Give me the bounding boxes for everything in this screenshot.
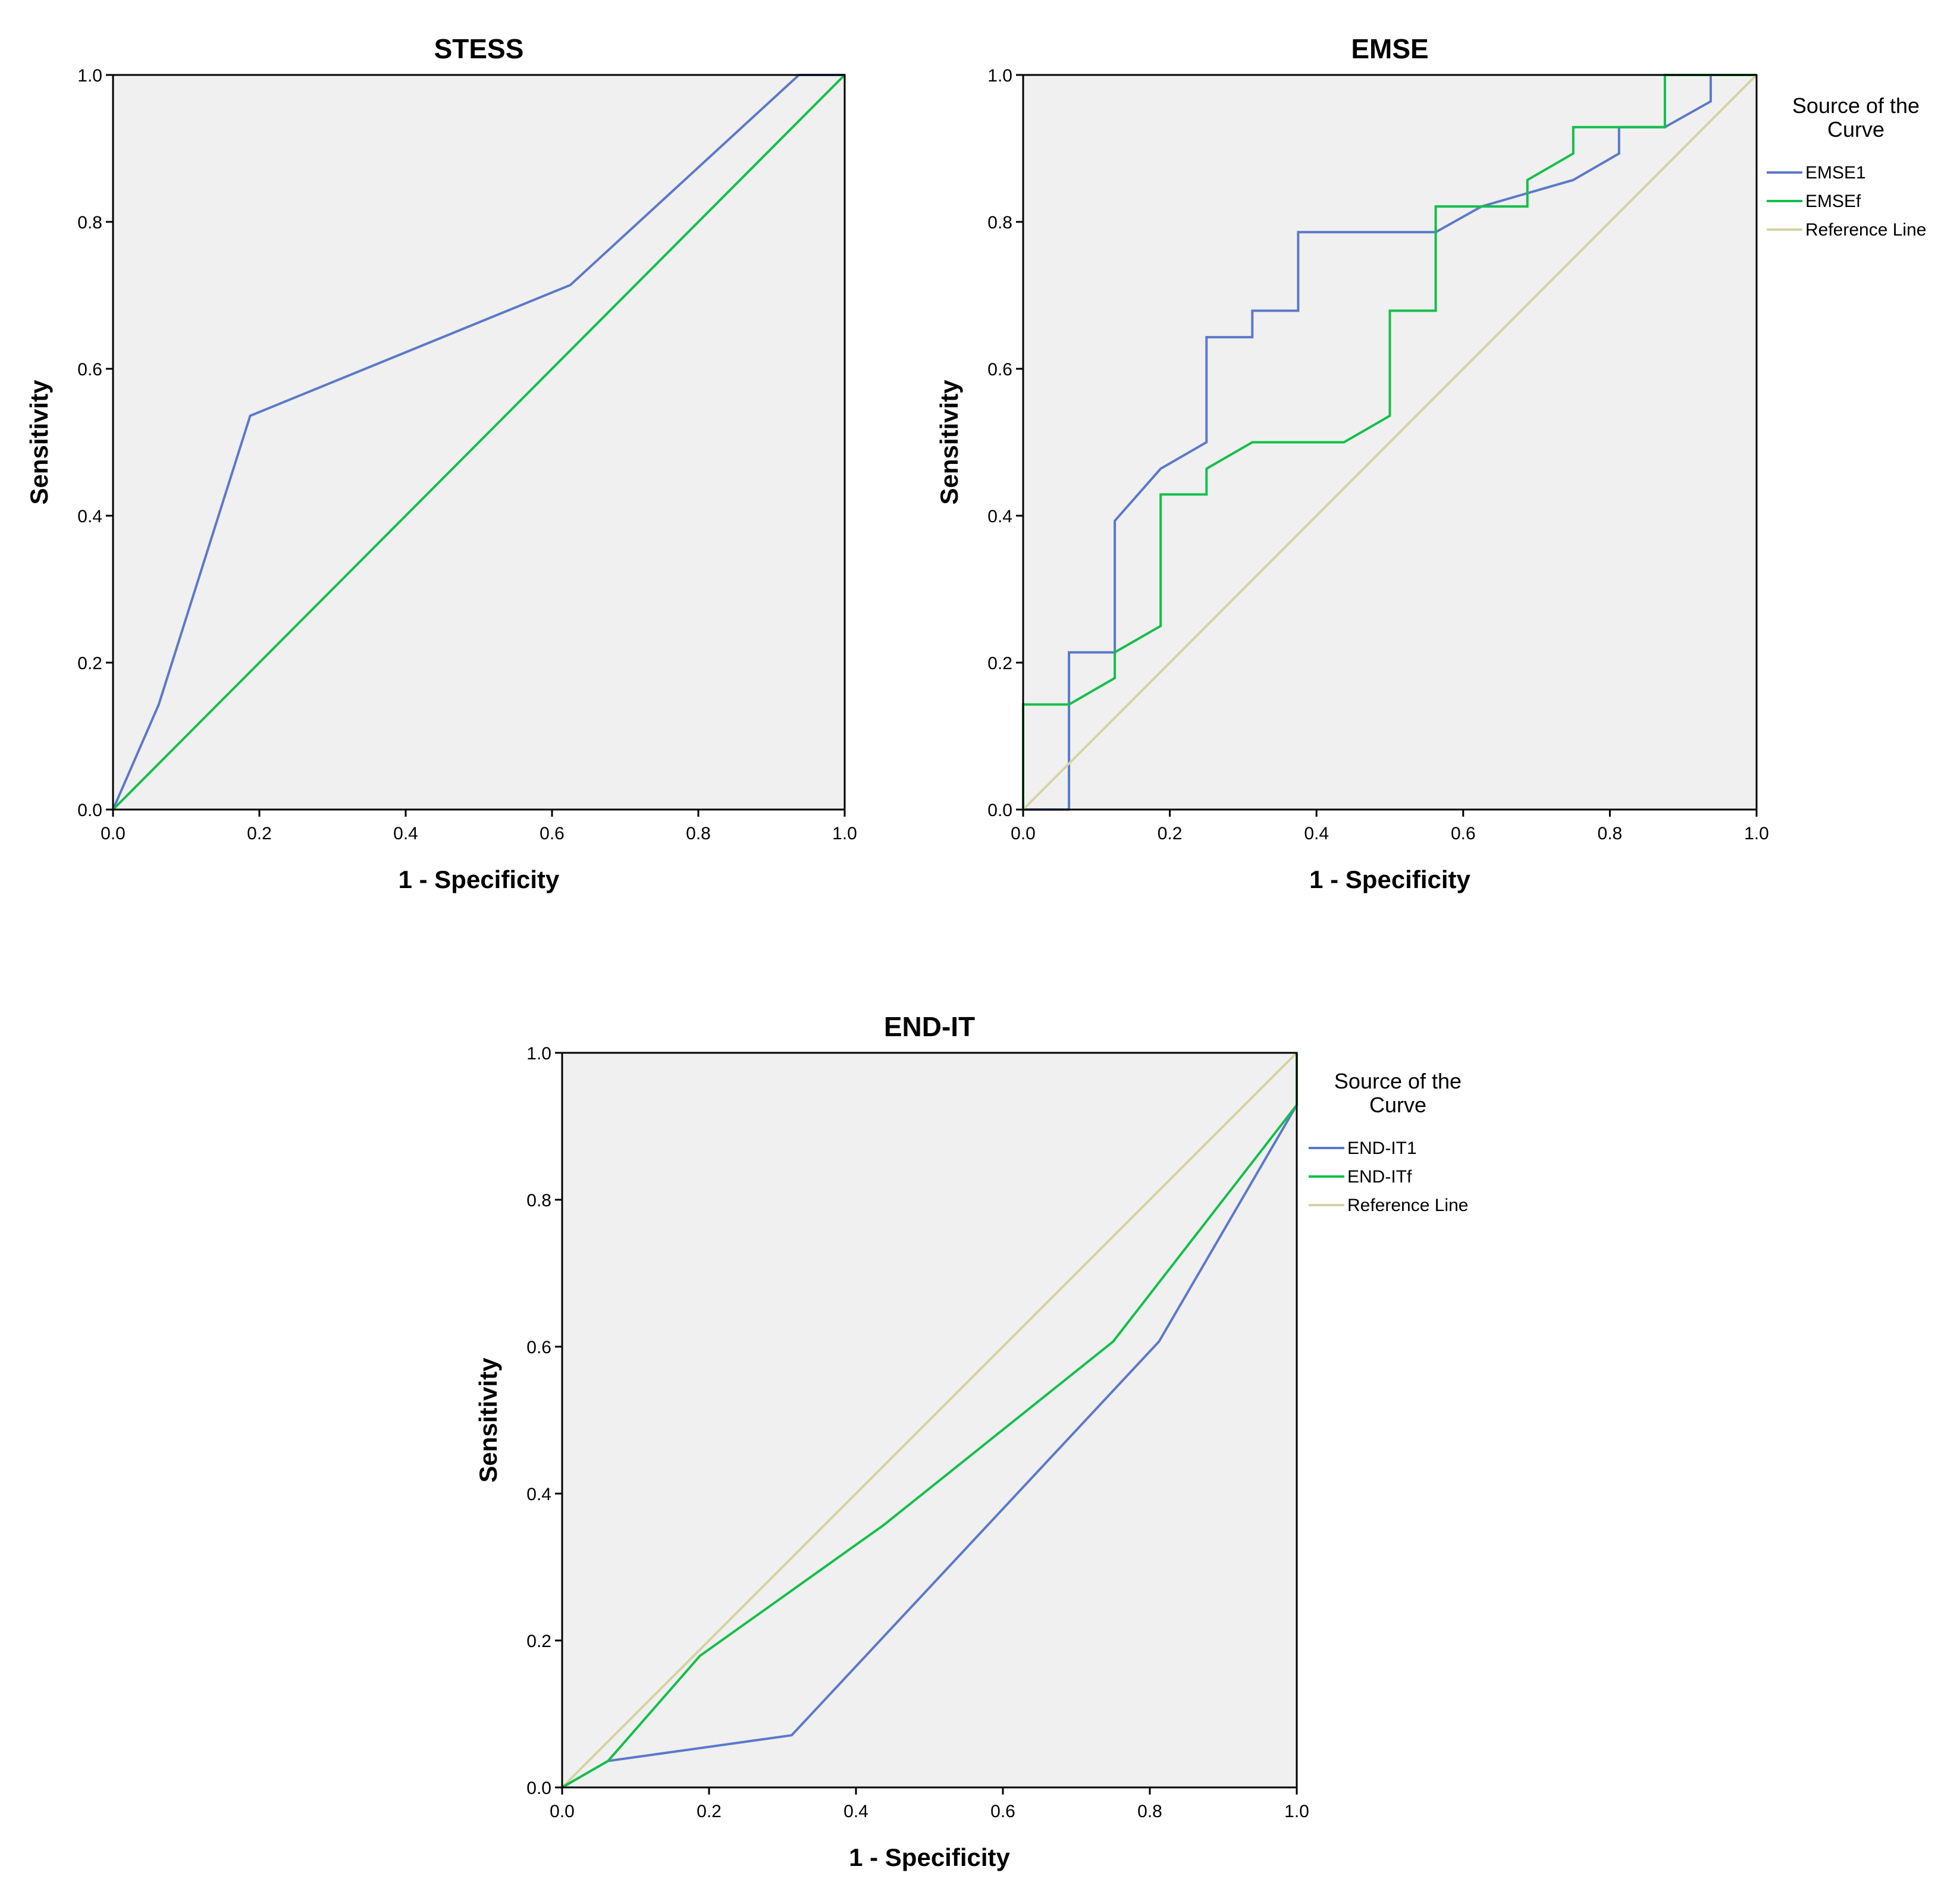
y-tick-label: 0.2 [987, 654, 1012, 673]
legend-item-reference-line: Reference Line [1347, 1196, 1468, 1215]
x-tick-label: 0.2 [1158, 824, 1183, 843]
legend-item-end-it1: END-IT1 [1347, 1138, 1417, 1158]
x-axis-label: 1 - Specificity [849, 1843, 1010, 1871]
x-tick-label: 0.4 [1304, 824, 1329, 843]
x-tick-label: 0.6 [990, 1802, 1015, 1821]
series-line-2 [112, 74, 846, 811]
x-tick-label: 0.8 [686, 824, 711, 843]
legend-title: Source of the [1334, 1069, 1462, 1093]
legend-item-emsef: EMSEf [1805, 192, 1861, 211]
y-tick-label: 0.4 [987, 507, 1012, 526]
y-tick-label: 0.6 [526, 1338, 551, 1357]
x-tick-label: 0.8 [1598, 824, 1623, 843]
x-tick-label: 0.0 [101, 824, 126, 843]
series-line-reference-line [1022, 74, 1758, 811]
legend-title: Source of the [1792, 93, 1920, 118]
y-tick-label: 0.2 [526, 1632, 551, 1651]
chart-title: EMSE [1351, 33, 1428, 64]
x-tick-label: 0.8 [1137, 1802, 1162, 1821]
y-axis-label: Sensitivity [935, 379, 963, 505]
chart-title: END-IT [884, 1011, 975, 1042]
y-tick-label: 0.8 [77, 213, 102, 233]
plot-frame [561, 1052, 1298, 1789]
x-tick-label: 0.6 [1451, 824, 1476, 843]
y-tick-label: 0.0 [526, 1779, 551, 1798]
y-tick-label: 0.4 [77, 507, 102, 526]
y-tick-label: 1.0 [526, 1044, 551, 1064]
x-tick-label: 0.0 [550, 1802, 575, 1821]
x-tick-label: 0.2 [247, 824, 272, 843]
x-tick-label: 0.4 [393, 824, 418, 843]
x-tick-label: 1.0 [832, 824, 857, 843]
legend-item-emse1: EMSE1 [1805, 163, 1866, 183]
chart-stess: STESS 0.0 0.2 0.4 0.6 0.8 1.0 0.0 0.2 0.4 0.6 0.8 1.… [25, 33, 857, 893]
x-tick-label: 0.6 [540, 824, 565, 843]
x-tick-label: 0.2 [697, 1802, 722, 1821]
chart-end-it: END-IT 0.0 0.2 0.4 0.6 0.8 1.0 0.0 0.2 0.4 0.6 0.8 1… [474, 1011, 1468, 1871]
chart-emse: EMSE 0.0 0.2 0.4 0.6 0.8 1.0 0.0 0.2 0.4 0.6 0.8 1.0… [935, 33, 1926, 893]
y-tick-label: 0.0 [987, 801, 1012, 820]
y-axis-label: Sensitivity [474, 1357, 502, 1483]
y-tick-label: 1.0 [77, 66, 102, 86]
y-tick-label: 0.8 [987, 213, 1012, 233]
plot-frame [112, 74, 846, 811]
y-tick-label: 1.0 [987, 66, 1012, 86]
x-tick-label: 1.0 [1284, 1802, 1309, 1821]
chart-title: STESS [434, 33, 524, 64]
legend-item-reference-line: Reference Line [1805, 220, 1926, 240]
x-tick-label: 1.0 [1744, 824, 1769, 843]
series-line-reference-line [561, 1052, 1298, 1789]
x-axis-label: 1 - Specificity [1309, 865, 1470, 893]
y-tick-label: 0.4 [526, 1485, 551, 1504]
y-tick-label: 0.6 [77, 360, 102, 379]
x-tick-label: 0.4 [843, 1802, 868, 1821]
y-tick-label: 0.8 [526, 1191, 551, 1210]
series-line-emsef [1022, 74, 1757, 810]
plot-frame [1022, 74, 1758, 811]
legend-title: Curve [1827, 117, 1884, 142]
x-tick-label: 0.0 [1011, 824, 1036, 843]
legend-item-end-itf: END-ITf [1347, 1167, 1412, 1187]
y-tick-label: 0.2 [77, 654, 102, 673]
y-tick-label: 0.6 [987, 360, 1012, 379]
x-axis-label: 1 - Specificity [399, 865, 560, 893]
y-axis-label: Sensitivity [25, 379, 53, 505]
y-tick-label: 0.0 [77, 801, 102, 820]
legend-title: Curve [1369, 1093, 1426, 1117]
